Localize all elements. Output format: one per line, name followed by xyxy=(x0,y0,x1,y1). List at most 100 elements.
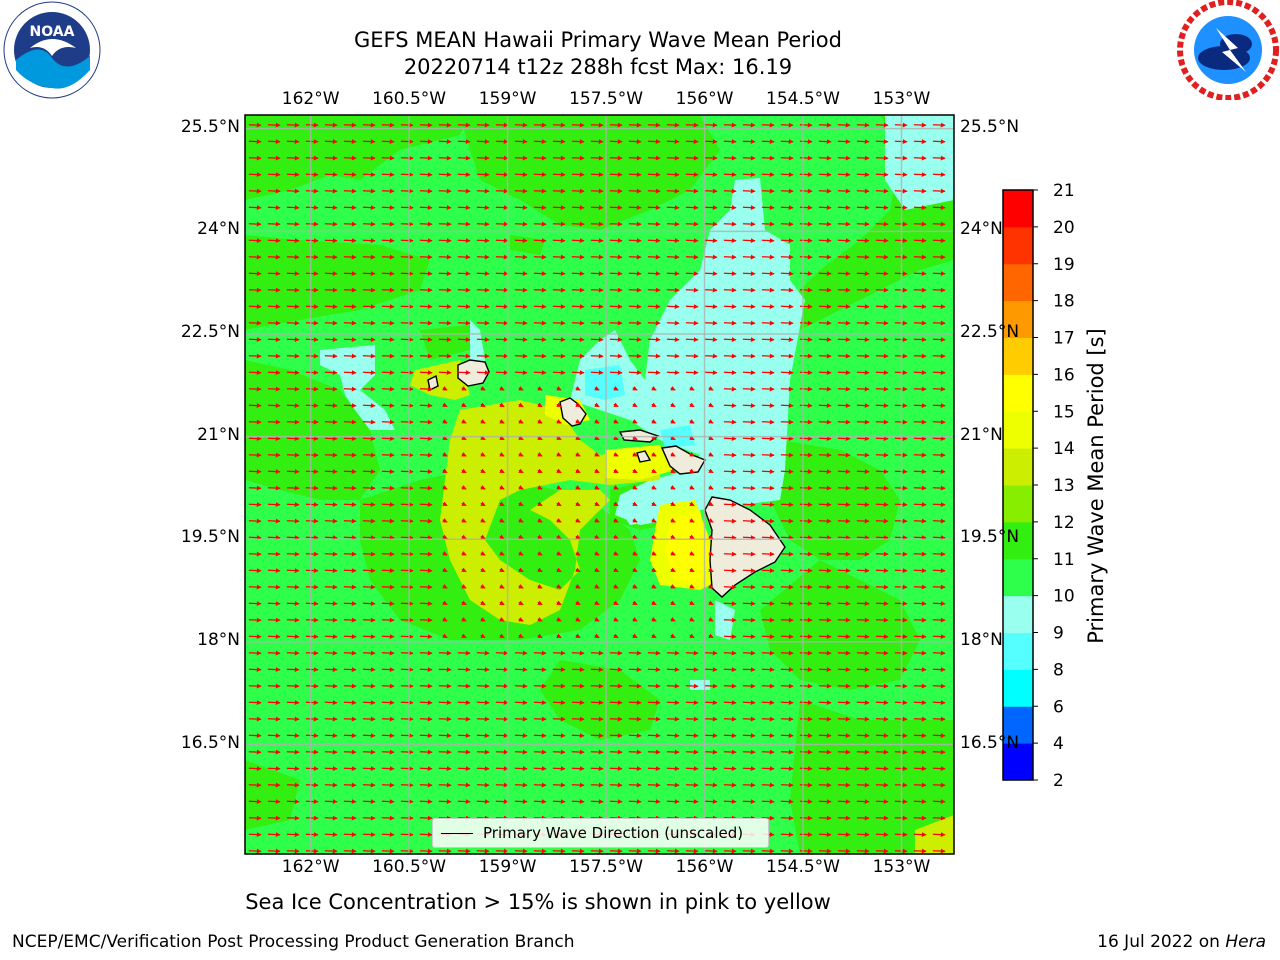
wave-arrow xyxy=(613,452,619,457)
wave-arrow xyxy=(442,600,448,606)
wave-arrow xyxy=(499,419,505,424)
wave-arrow xyxy=(670,501,676,507)
colorbar-tick-label: 18 xyxy=(1053,292,1075,312)
wave-arrow xyxy=(594,452,600,457)
wave-arrow xyxy=(708,567,714,573)
wave-arrow xyxy=(651,518,657,523)
wave-arrow xyxy=(480,518,486,523)
colorbar-tick-label: 6 xyxy=(1053,697,1064,717)
wave-arrow xyxy=(556,518,562,523)
wave-arrow xyxy=(689,386,695,391)
wave-arrow xyxy=(670,551,676,556)
wave-arrow xyxy=(480,567,486,573)
lat-tick-left: 16.5°N xyxy=(180,732,240,753)
wave-arrow xyxy=(499,386,505,391)
island-niihau xyxy=(427,374,439,392)
colorbar-tick-label: 19 xyxy=(1053,255,1075,275)
wave-arrow xyxy=(632,402,638,408)
colorbar-tick-label: 9 xyxy=(1053,624,1064,644)
wave-arrow xyxy=(518,567,524,573)
wave-arrow xyxy=(518,435,524,441)
wave-arrow xyxy=(594,435,600,441)
wave-arrow xyxy=(632,633,638,639)
wave-arrow xyxy=(689,534,695,540)
wave-arrow xyxy=(594,501,600,507)
wave-arrow xyxy=(518,534,524,540)
wave-arrow xyxy=(632,567,638,573)
chart-title: GEFS MEAN Hawaii Primary Wave Mean Perio… xyxy=(354,28,842,52)
wave-arrow xyxy=(480,402,486,408)
wave-arrow xyxy=(461,386,467,391)
wave-arrow xyxy=(632,600,638,606)
wave-arrow xyxy=(670,534,676,540)
wave-arrow xyxy=(594,485,600,490)
wave-arrow xyxy=(461,567,467,573)
wave-arrow xyxy=(537,452,543,457)
wave-arrow xyxy=(461,468,467,474)
wave-arrow xyxy=(518,419,524,424)
wave-arrow xyxy=(651,402,657,408)
wave-arrow xyxy=(689,419,695,424)
wave-arrow xyxy=(651,419,657,424)
colorbar-tick-label: 17 xyxy=(1053,329,1075,349)
wave-arrow xyxy=(518,584,524,589)
wave-arrow xyxy=(461,402,467,408)
wave-arrow xyxy=(575,386,581,391)
wave-arrow xyxy=(670,435,676,441)
lon-tick-top: 156°W xyxy=(675,89,734,109)
wave-arrow xyxy=(708,452,714,457)
wave-arrow xyxy=(708,600,714,606)
wave-arrow xyxy=(594,551,600,556)
wave-arrow xyxy=(651,633,657,639)
wave-arrow xyxy=(575,452,581,457)
wave-arrow xyxy=(480,452,486,457)
lat-tick-right: 24°N xyxy=(960,219,1003,240)
wave-arrow xyxy=(575,551,581,556)
wave-arrow xyxy=(442,419,448,424)
wave-arrow xyxy=(442,551,448,556)
lat-tick-left: 25.5°N xyxy=(180,116,240,137)
wave-arrow xyxy=(594,386,600,391)
wave-arrow xyxy=(480,419,486,424)
lon-tick-bottom: 154.5°W xyxy=(766,857,840,877)
colorbar-tick-label: 11 xyxy=(1053,550,1075,570)
wave-arrow xyxy=(594,584,600,589)
colorbar-segment xyxy=(1003,374,1033,412)
colorbar-tick-label: 16 xyxy=(1053,365,1075,385)
wave-arrow xyxy=(594,402,600,408)
wave-arrow xyxy=(708,386,714,391)
wave-arrow xyxy=(499,600,505,606)
wave-arrow xyxy=(594,600,600,606)
wave-arrow xyxy=(442,468,448,474)
wave-arrow xyxy=(613,419,619,424)
wave-arrow xyxy=(632,518,638,523)
wave-arrow xyxy=(480,584,486,589)
lat-tick-right: 25.5°N xyxy=(960,116,1020,137)
wave-arrow xyxy=(651,534,657,540)
colorbar-segment xyxy=(1003,743,1033,781)
wave-arrow xyxy=(556,617,562,622)
wave-arrow xyxy=(594,518,600,523)
footer-date: 16 Jul 2022 on xyxy=(1097,932,1226,952)
lon-tick-bottom: 162°W xyxy=(281,857,340,877)
wave-arrow xyxy=(518,468,524,474)
map-frame xyxy=(244,114,955,855)
wave-arrow xyxy=(480,633,486,639)
lat-tick-left: 24°N xyxy=(197,219,240,240)
wave-arrow xyxy=(613,633,619,639)
wave-arrow xyxy=(480,435,486,441)
wave-arrow xyxy=(575,468,581,474)
wave-arrow xyxy=(518,402,524,408)
wave-arrow xyxy=(594,468,600,474)
wave-arrow xyxy=(499,551,505,556)
wave-arrow xyxy=(480,534,486,540)
wave-arrow xyxy=(670,386,676,391)
wave-arrow xyxy=(556,567,562,573)
wave-arrow xyxy=(594,534,600,540)
period-field-light-blue xyxy=(585,365,695,448)
wave-arrow xyxy=(632,534,638,540)
colorbar-label: Primary Wave Mean Period [s] xyxy=(1084,328,1108,644)
legend-label: Primary Wave Direction (unscaled) xyxy=(483,824,744,842)
colorbar-segment xyxy=(1003,632,1033,670)
wave-arrow xyxy=(461,452,467,457)
